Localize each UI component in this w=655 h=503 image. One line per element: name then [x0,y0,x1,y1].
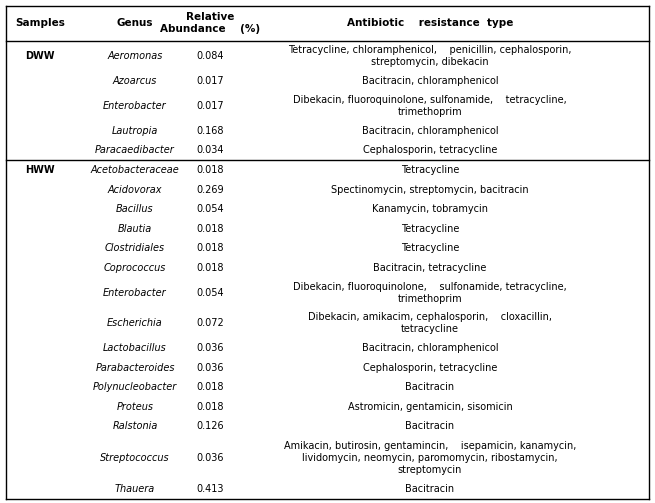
Text: Bacitracin, tetracycline: Bacitracin, tetracycline [373,263,487,273]
Text: Acetobacteraceae: Acetobacteraceae [90,165,179,175]
Text: 0.413: 0.413 [196,484,224,494]
Text: Ralstonia: Ralstonia [112,421,158,431]
Text: Enterobacter: Enterobacter [103,101,167,111]
Text: 0.018: 0.018 [196,165,224,175]
Text: Abundance    (%): Abundance (%) [160,24,260,34]
Text: Acidovorax: Acidovorax [108,185,162,195]
Text: Bacitracin: Bacitracin [405,484,455,494]
Text: 0.017: 0.017 [196,101,224,111]
Text: Clostridiales: Clostridiales [105,243,165,253]
Text: Cephalosporin, tetracycline: Cephalosporin, tetracycline [363,145,497,155]
Text: 0.018: 0.018 [196,382,224,392]
Text: Proteus: Proteus [117,402,153,411]
Text: Bacitracin, chloramphenicol: Bacitracin, chloramphenicol [362,76,498,86]
Text: tetracycline: tetracycline [401,324,459,334]
Text: Antibiotic    resistance  type: Antibiotic resistance type [346,19,513,28]
Text: 0.034: 0.034 [196,145,224,155]
Text: Kanamycin, tobramycin: Kanamycin, tobramycin [372,204,488,214]
Text: 0.084: 0.084 [196,51,224,61]
Text: Tetracycline, chloramphenicol,    penicillin, cephalosporin,: Tetracycline, chloramphenicol, penicilli… [288,45,572,55]
Text: Bacitracin: Bacitracin [405,421,455,431]
Text: trimethoprim: trimethoprim [398,107,462,117]
Text: Dibekacin, fluoroquinolone,    sulfonamide, tetracycline,: Dibekacin, fluoroquinolone, sulfonamide,… [293,282,567,292]
Text: Polynucleobacter: Polynucleobacter [93,382,177,392]
Text: 0.017: 0.017 [196,76,224,86]
Text: Spectinomycin, streptomycin, bacitracin: Spectinomycin, streptomycin, bacitracin [331,185,529,195]
Text: 0.054: 0.054 [196,204,224,214]
Text: 0.054: 0.054 [196,288,224,298]
Text: Bacitracin, chloramphenicol: Bacitracin, chloramphenicol [362,126,498,136]
Text: DWW: DWW [26,51,55,61]
Text: 0.036: 0.036 [196,363,224,373]
Text: Tetracycline: Tetracycline [401,243,459,253]
Text: Dibekacin, fluoroquinolone, sulfonamide,    tetracycline,: Dibekacin, fluoroquinolone, sulfonamide,… [293,95,567,105]
Text: Tetracycline: Tetracycline [401,224,459,233]
Text: Paracaedibacter: Paracaedibacter [95,145,175,155]
Text: streptomycin, dibekacin: streptomycin, dibekacin [371,57,489,67]
Text: 0.168: 0.168 [196,126,224,136]
Text: 0.018: 0.018 [196,224,224,233]
Text: 0.269: 0.269 [196,185,224,195]
Text: Thauera: Thauera [115,484,155,494]
Text: streptomycin: streptomycin [398,465,462,475]
Text: 0.036: 0.036 [196,453,224,463]
Text: Samples: Samples [15,19,65,28]
Text: trimethoprim: trimethoprim [398,294,462,303]
Text: Aeromonas: Aeromonas [107,51,162,61]
Text: Dibekacin, amikacim, cephalosporin,    cloxacillin,: Dibekacin, amikacim, cephalosporin, clox… [308,312,552,322]
Text: 0.036: 0.036 [196,343,224,353]
Text: 0.126: 0.126 [196,421,224,431]
Text: Bacillus: Bacillus [116,204,154,214]
Text: 0.018: 0.018 [196,263,224,273]
Text: Escherichia: Escherichia [107,318,163,328]
Text: Lautropia: Lautropia [112,126,159,136]
Text: Bacitracin: Bacitracin [405,382,455,392]
Text: Coprococcus: Coprococcus [103,263,166,273]
Text: Astromicin, gentamicin, sisomicin: Astromicin, gentamicin, sisomicin [348,402,512,411]
Text: Blautia: Blautia [118,224,152,233]
Text: Lactobacillus: Lactobacillus [103,343,167,353]
Text: Bacitracin, chloramphenicol: Bacitracin, chloramphenicol [362,343,498,353]
Text: Genus: Genus [117,19,153,28]
Text: Enterobacter: Enterobacter [103,288,167,298]
Text: Amikacin, butirosin, gentamincin,    isepamicin, kanamycin,: Amikacin, butirosin, gentamincin, isepam… [284,441,576,451]
Text: Relative: Relative [186,13,234,22]
Text: Tetracycline: Tetracycline [401,165,459,175]
Text: 0.018: 0.018 [196,402,224,411]
Text: Parabacteroides: Parabacteroides [95,363,175,373]
Text: 0.072: 0.072 [196,318,224,328]
Text: Cephalosporin, tetracycline: Cephalosporin, tetracycline [363,363,497,373]
Text: HWW: HWW [25,165,55,175]
Text: Azoarcus: Azoarcus [113,76,157,86]
Text: lividomycin, neomycin, paromomycin, ribostamycin,: lividomycin, neomycin, paromomycin, ribo… [302,453,558,463]
Text: Streptococcus: Streptococcus [100,453,170,463]
Text: 0.018: 0.018 [196,243,224,253]
